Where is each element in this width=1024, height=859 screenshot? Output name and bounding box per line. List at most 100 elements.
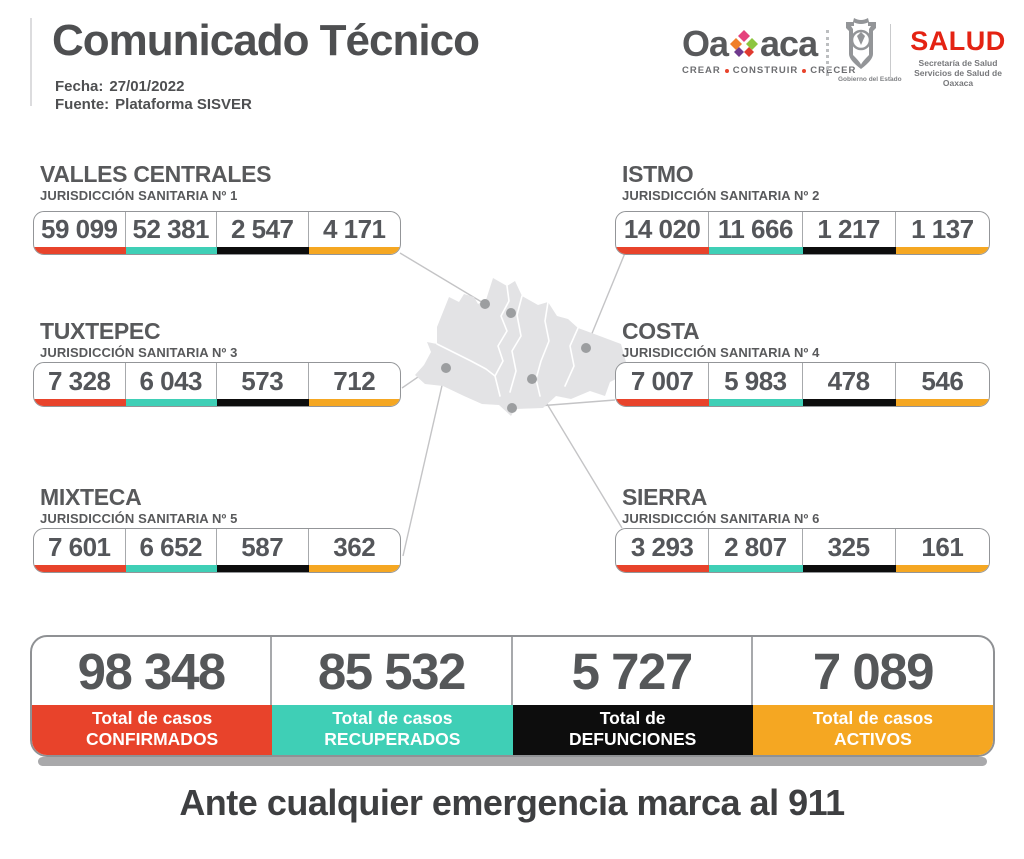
activos-color-strip [895, 399, 989, 406]
map-marker-icon [506, 308, 516, 318]
total-value: 5 727 [513, 637, 753, 705]
stat-value: 362 [333, 531, 376, 562]
stat-value: 1 137 [911, 214, 974, 244]
date-value: 27/01/2022 [109, 78, 185, 95]
activos-color-strip [308, 247, 400, 254]
stat-value: 7 601 [34, 529, 126, 565]
stat-cell-recuperados: 5 983 [709, 363, 803, 406]
oaxaca-logo: Oa aca CREAR CONSTRUIR CRECER [682, 26, 856, 77]
gobierno-del-estado-logo: Gobierno del Estado [838, 16, 902, 83]
stat-cell-activos: 362 [308, 529, 400, 572]
stat-value: 546 [921, 365, 964, 396]
region-subtitle: JURISDICCIÓN SANITARIA Nº 1 [40, 188, 238, 203]
stat-cell-recuperados: 11 666 [709, 212, 803, 254]
total-label-line2: DEFUNCIONES [568, 729, 697, 749]
region-heading-tuxtepec: TUXTEPEC JURISDICCIÓN SANITARIA Nº 3 [40, 320, 237, 360]
recuperados-color-strip [709, 247, 803, 254]
stat-value: 712 [333, 365, 376, 396]
confirmados-color-strip [616, 565, 710, 572]
oaxaca-tagline: CREAR CONSTRUIR CRECER [682, 65, 856, 76]
defunciones-color-strip [802, 247, 896, 254]
activos-color-strip [308, 565, 400, 572]
map-marker-icon [507, 403, 517, 413]
region-borders [436, 285, 579, 397]
region-heading-istmo: ISTMO JURISDICCIÓN SANITARIA Nº 2 [622, 161, 820, 203]
region-name: COSTA [622, 318, 700, 344]
tagline-word: CRECER [810, 65, 857, 76]
total-value: 85 532 [272, 637, 513, 705]
region-subtitle: JURISDICCIÓN SANITARIA Nº 2 [622, 188, 820, 203]
region-stats-istmo: 14 020 11 666 1 217 1 137 [615, 211, 990, 255]
region-heading-costa: COSTA JURISDICCIÓN SANITARIA Nº 4 [622, 318, 820, 360]
stat-value: 6 043 [126, 363, 217, 399]
connector-line [399, 252, 486, 305]
region-name: SIERRA [622, 484, 708, 510]
stat-cell-confirmados: 14 020 [616, 212, 710, 254]
recuperados-color-strip [709, 565, 803, 572]
confirmados-color-strip [616, 399, 710, 406]
region-stats-sierra: 3 293 2 807 325 161 [615, 528, 990, 573]
emergency-notice: Ante cualquier emergencia marca al 911 [179, 782, 845, 823]
confirmados-color-strip [616, 247, 710, 254]
region-stats-mixteca: 7 601 6 652 587 362 [33, 528, 401, 573]
activos-color-strip [308, 399, 400, 406]
stat-cell-recuperados: 6 652 [125, 529, 217, 572]
stat-cell-activos: 161 [895, 529, 989, 572]
stat-value: 7 007 [616, 363, 710, 399]
stat-value: 161 [921, 531, 964, 562]
region-subtitle: JURISDICCIÓN SANITARIA Nº 6 [622, 511, 820, 526]
stat-cell-recuperados: 52 381 [125, 212, 217, 254]
total-label-line1: Total de casos [91, 708, 213, 728]
recuperados-color-strip [125, 399, 217, 406]
activos-color-strip [895, 565, 989, 572]
stat-cell-confirmados: 3 293 [616, 529, 710, 572]
recuperados-color-strip [125, 565, 217, 572]
stat-value: 52 381 [126, 212, 217, 247]
connector-line [585, 252, 626, 349]
stat-value: 478 [803, 363, 896, 399]
stat-value: 11 666 [709, 212, 803, 247]
total-recuperados: 85 532 Total de casos RECUPERADOS [272, 637, 513, 755]
total-label-line2: RECUPERADOS [324, 729, 461, 749]
stat-cell-defunciones: 587 [217, 529, 309, 572]
region-subtitle: JURISDICCIÓN SANITARIA Nº 4 [622, 345, 820, 360]
source-label: Fuente: [55, 96, 110, 113]
tagline-word: CONSTRUIR [732, 65, 799, 76]
confirmados-color-strip [34, 399, 126, 406]
stat-cell-recuperados: 6 043 [125, 363, 217, 406]
region-stats-valles-centrales: 59 099 52 381 2 547 4 171 [33, 211, 401, 255]
total-label-line1: Total de casos [332, 708, 453, 728]
totals-bar-shadow [38, 757, 987, 766]
totals-bar: 98 348 Total de casos CONFIRMADOS 85 532… [30, 635, 995, 757]
stat-cell-defunciones: 325 [802, 529, 896, 572]
total-label: Total de DEFUNCIONES [512, 705, 753, 755]
total-defunciones: 5 727 Total de DEFUNCIONES [512, 637, 753, 755]
region-name: ISTMO [622, 161, 694, 187]
stat-cell-recuperados: 2 807 [709, 529, 803, 572]
stat-value: 587 [217, 529, 309, 565]
stat-value: 573 [217, 363, 309, 399]
total-value: 7 089 [812, 642, 935, 700]
total-label-line2: CONFIRMADOS [86, 729, 219, 749]
defunciones-color-strip [217, 565, 309, 572]
confirmados-color-strip [34, 565, 126, 572]
page-title: Comunicado Técnico [52, 16, 480, 65]
source-line: Fuente: Plataforma SISVER [55, 96, 252, 113]
left-margin-rule [30, 18, 32, 106]
total-label: Total de casos CONFIRMADOS [32, 705, 273, 755]
stat-cell-confirmados: 7 328 [34, 363, 126, 406]
defunciones-color-strip [802, 399, 896, 406]
activos-color-strip [895, 247, 989, 254]
stat-cell-activos: 4 171 [308, 212, 400, 254]
stat-cell-defunciones: 1 217 [802, 212, 896, 254]
map-marker-icon [581, 343, 591, 353]
stat-value: 5 983 [709, 363, 803, 399]
salud-subtitle-2: Servicios de Salud de Oaxaca [914, 68, 1002, 88]
total-confirmados: 98 348 Total de casos CONFIRMADOS [32, 637, 273, 755]
stat-value: 2 547 [217, 212, 309, 247]
vertical-separator [890, 24, 891, 78]
recuperados-color-strip [709, 399, 803, 406]
region-heading-mixteca: MIXTECA JURISDICCIÓN SANITARIA Nº 5 [40, 486, 237, 526]
